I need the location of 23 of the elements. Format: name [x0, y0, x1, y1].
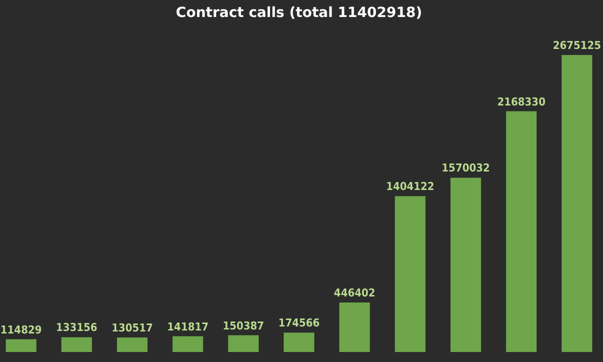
bar [562, 55, 592, 352]
data-label: 2168330 [497, 95, 546, 108]
data-label: 2675125 [552, 39, 602, 52]
data-label: 130517 [112, 322, 154, 335]
bar [61, 337, 92, 352]
bar [450, 178, 482, 352]
data-label: 446402 [334, 286, 376, 300]
data-label: 141817 [167, 320, 209, 334]
bar [172, 336, 204, 352]
data-label: 133156 [56, 321, 98, 334]
data-label: 174566 [278, 316, 320, 330]
bar [339, 302, 370, 352]
bar [506, 111, 537, 352]
bar [394, 196, 426, 352]
chart-title: Contract calls (total 11402918) [176, 5, 422, 21]
bar [284, 332, 314, 352]
bar [228, 335, 259, 352]
bar [116, 338, 148, 352]
bar [6, 339, 36, 352]
data-label: 150387 [222, 319, 264, 332]
data-label: 1570032 [442, 162, 490, 175]
data-label: 114829 [0, 323, 42, 336]
data-label: 1404122 [386, 180, 434, 194]
